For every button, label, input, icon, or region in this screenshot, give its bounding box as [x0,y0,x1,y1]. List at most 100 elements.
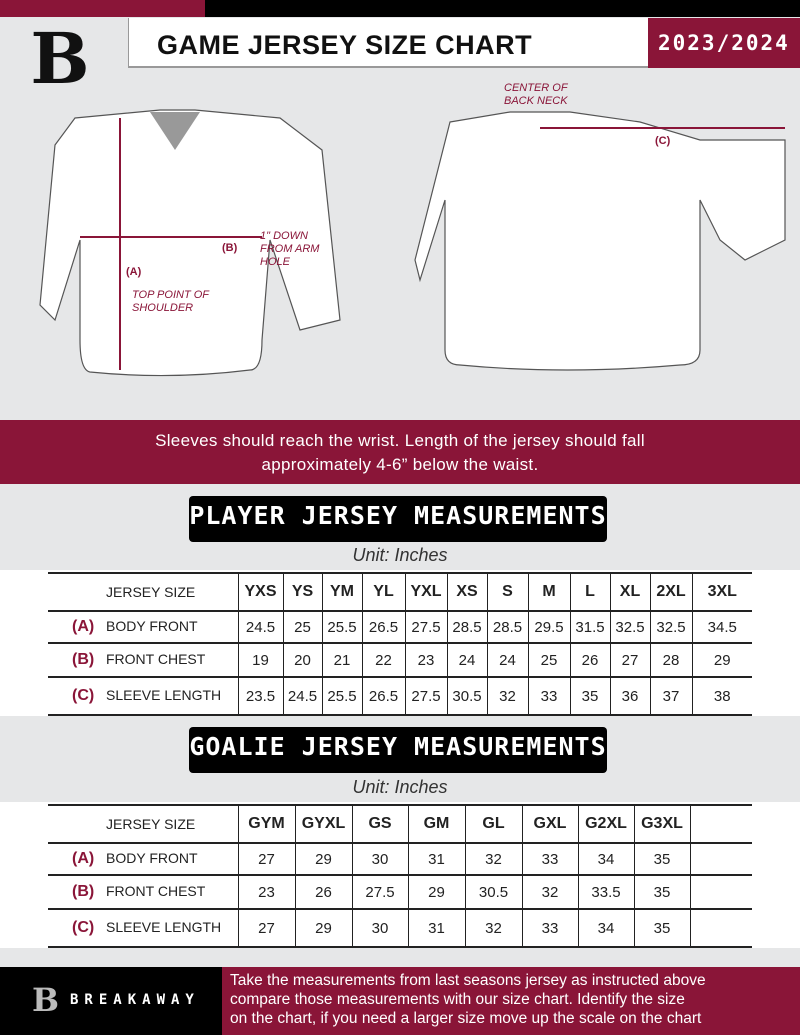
table-cell: 28 [650,643,693,678]
table-cell: 30.5 [447,677,488,716]
table-cell: 24.5 [283,677,323,716]
banner-line-1: Sleeves should reach the wrist. Length o… [155,431,645,450]
table-cell: 33 [522,909,579,948]
table-cell: 32.5 [610,611,651,644]
table-cell: 24.5 [238,611,284,644]
table-cell: 35 [570,677,611,716]
row-label: FRONT CHEST [106,651,206,667]
table-cell: 25.5 [322,611,363,644]
table-header-row: JERSEY SIZE GYM GYXL GS GM GL GXL G2XL G3XL [48,804,752,844]
row-label: BODY FRONT [106,850,198,866]
row-header: (A) BODY FRONT [48,611,239,644]
player-unit: Unit: Inches [352,545,448,565]
row-key: (A) [72,618,95,635]
table-cell: 31.5 [570,611,611,644]
table-cell: 32 [465,909,523,948]
table-cell: 38 [692,677,752,716]
table-cell: 27 [610,643,651,678]
banner-line-2: approximately 4-6” below the waist. [261,455,539,474]
table-cell: 37 [650,677,693,716]
table-cell: 27.5 [352,875,409,910]
table-cell: 25 [528,643,571,678]
table-row: (C) SLEEVE LENGTH 23.5 24.5 25.5 26.5 27.5 30.5… [48,677,752,716]
top-bar-accent [0,0,205,17]
size-header: YXL [405,572,448,612]
row-key: (A) [72,850,95,867]
table-cell [690,843,752,876]
table-cell: 29 [692,643,752,678]
table-cell: 27.5 [405,677,448,716]
row-header: (C) SLEEVE LENGTH [48,909,239,948]
size-header: YL [362,572,406,612]
row-key: (C) [72,687,95,704]
goalie-size-table: JERSEY SIZE GYM GYXL GS GM GL GXL G2XL G3XL (A) BO… [48,804,752,948]
table-cell: 26.5 [362,611,406,644]
table-cell: 28.5 [487,611,529,644]
season-badge: 2023/2024 [648,18,800,68]
table-cell [690,875,752,910]
table-row: (A) BODY FRONT 24.5 25 25.5 26.5 27.5 28.5 28.5 2… [48,611,752,644]
footer-line-3: on the chart, if you need a larger size … [230,1010,702,1027]
label-a: (A) [126,266,142,278]
table-cell: 22 [362,643,406,678]
table-cell: 21 [322,643,363,678]
table-cell: 24 [487,643,529,678]
size-header: GXL [522,804,579,844]
goalie-unit: Unit: Inches [352,777,448,797]
row-header: (A) BODY FRONT [48,843,239,876]
table-row: (B) FRONT CHEST 23 26 27.5 29 30.5 32 33.5 35 [48,875,752,910]
front-jersey [39,109,341,377]
table-cell: 27.5 [405,611,448,644]
table-cell: 23.5 [238,677,284,716]
top-bar [205,0,800,17]
table-cell: 33 [528,677,571,716]
size-header: XS [447,572,488,612]
goalie-section-title: GOALIE JERSEY MEASUREMENTS [189,727,607,773]
row-header: (B) FRONT CHEST [48,875,239,910]
table-cell: 33 [522,843,579,876]
back-jersey [414,111,786,371]
label-c: (C) [655,135,671,147]
footer-brand-name: BREAKAWAY [70,992,200,1008]
table-cell: 34.5 [692,611,752,644]
table-cell: 34 [578,843,635,876]
table-row: (A) BODY FRONT 27 29 30 31 32 33 34 35 [48,843,752,876]
table-cell: 32 [487,677,529,716]
size-header: M [528,572,571,612]
table-cell: 35 [634,909,691,948]
row-header: (C) SLEEVE LENGTH [48,677,239,716]
top-shoulder-label: TOP POINT OF SHOULDER [132,289,209,314]
table-cell: 29 [408,875,466,910]
table-cell: 23 [405,643,448,678]
size-header: YM [322,572,363,612]
table-cell: 26 [570,643,611,678]
size-header: XL [610,572,651,612]
table-cell: 32 [522,875,579,910]
size-header: YXS [238,572,284,612]
table-cell: 33.5 [578,875,635,910]
row-key: (B) [72,883,95,900]
page-title: GAME JERSEY SIZE CHART [128,18,648,68]
table-cell: 19 [238,643,284,678]
table-cell [690,909,752,948]
table-cell: 29 [295,909,353,948]
table-cell: 26.5 [362,677,406,716]
table-cell: 24 [447,643,488,678]
size-header: GYM [238,804,296,844]
row-label: SLEEVE LENGTH [106,687,222,703]
size-header: G3XL [634,804,691,844]
table-cell: 27 [238,843,296,876]
table-cell: 34 [578,909,635,948]
size-header: 2XL [650,572,693,612]
row-key: (C) [72,919,95,936]
table-cell: 35 [634,875,691,910]
player-size-table: JERSEY SIZE YXS YS YM YL YXL XS S M L XL 2XL 3XL (A) B… [48,572,752,716]
table-cell: 36 [610,677,651,716]
table-cell: 28.5 [447,611,488,644]
size-header: S [487,572,529,612]
size-header: GS [352,804,409,844]
table-cell: 32.5 [650,611,693,644]
table-cell: 29 [295,843,353,876]
footer-brand-panel: B [0,967,222,1035]
table-cell: 30 [352,909,409,948]
